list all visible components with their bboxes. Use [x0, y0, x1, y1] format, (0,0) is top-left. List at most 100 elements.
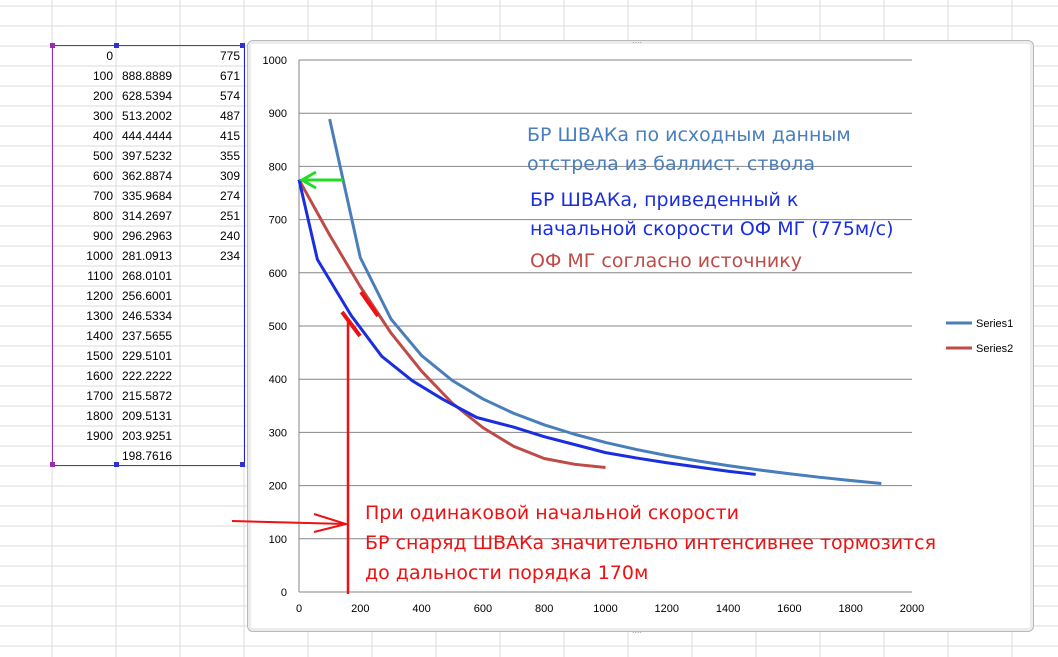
annotation-source-line1: БР ШВАКа по исходным данным	[527, 124, 851, 146]
sheet-row: 600 362.8874 309	[52, 166, 243, 186]
annotation-reduced-line2: начальной скорости ОФ МГ (775м/с)	[530, 218, 894, 240]
sheet-row: 1700 215.5872	[52, 386, 243, 406]
sheet-cell-a[interactable]: 1400	[86, 329, 113, 343]
sheet-cell-b[interactable]: 513.2002	[122, 109, 173, 123]
sheet-cell-a[interactable]: 1100	[87, 269, 113, 283]
y-tick-labels: 0 100 200 300 400 500 600 700 800 900 1000	[263, 55, 287, 599]
y-tick-label: 0	[281, 587, 287, 599]
sheet-cell-b[interactable]: 215.5872	[122, 389, 173, 403]
sheet-cell-c[interactable]: 775	[219, 49, 240, 63]
sheet-cell-c[interactable]: 415	[219, 129, 240, 143]
sheet-cell-b[interactable]: 628.5394	[122, 89, 173, 103]
annotation-marks	[231, 170, 380, 594]
series-lines	[297, 118, 882, 486]
annotation-note-line2: БР снаряд ШВАКа значительно интенсивнее …	[365, 532, 936, 554]
sheet-row: 200 628.5394 574	[52, 86, 243, 106]
sheet-row: 1600 222.2222	[52, 366, 243, 386]
range-handle-bottom-right[interactable]	[240, 462, 245, 467]
chart-resize-handle[interactable]: ....	[632, 35, 642, 45]
chart-area-frame[interactable]	[247, 40, 1034, 632]
sheet-cell-a[interactable]: 1700	[86, 389, 113, 403]
sheet-cell-a[interactable]: 200	[92, 89, 113, 103]
sheet-cell-c[interactable]: 234	[219, 249, 240, 263]
sheet-cell-a[interactable]: 600	[92, 169, 113, 183]
sheet-cell-c[interactable]: 574	[219, 89, 240, 103]
sheet-cell-b[interactable]: 222.2222	[122, 369, 173, 383]
legend-label-series2: Series2	[976, 343, 1013, 355]
range-handle-top-left[interactable]	[50, 43, 55, 48]
x-tick-labels: 0 200 400 600 800 1000 1200 1400 1600 1800 2000	[296, 603, 924, 615]
sheet-cell-a[interactable]: 800	[92, 209, 113, 223]
series-line-1[interactable]	[328, 118, 882, 486]
sheet-cell-a[interactable]: 500	[92, 149, 113, 163]
x-tick-label: 0	[296, 603, 302, 615]
sheet-cell-b[interactable]: 888.8889	[122, 69, 173, 83]
sheet-cell-b[interactable]: 296.2963	[122, 229, 173, 243]
y-tick-label: 600	[269, 268, 287, 280]
axes	[298, 60, 912, 593]
sheet-cell-a[interactable]: 1600	[86, 369, 113, 383]
range-handle-bottom-mid[interactable]	[114, 462, 119, 467]
sheet-cell-b[interactable]: 256.6001	[122, 289, 173, 303]
sheet-row: 1100 268.0101	[52, 266, 243, 286]
sheet-cell-b[interactable]: 209.5131	[122, 409, 173, 423]
gridlines	[299, 59, 912, 540]
sheet-cell-a[interactable]: 1200	[86, 289, 113, 303]
x-tick-label: 600	[474, 603, 492, 615]
sheet-cell-c[interactable]: 251	[219, 209, 240, 223]
sheet-cell-c[interactable]: 355	[219, 149, 240, 163]
sheet-cell-c[interactable]: 671	[219, 69, 240, 83]
sheet-cell-a[interactable]: 1500	[86, 349, 113, 363]
red-pointer-arrow-head	[313, 513, 350, 533]
range-handle-top-mid[interactable]	[114, 43, 119, 48]
chart-legend: Series1 Series2	[946, 318, 1013, 355]
sheet-cell-b[interactable]: 203.9251	[122, 429, 173, 443]
sheet-cell-c[interactable]: 309	[219, 169, 240, 183]
sheet-cell-a[interactable]: 700	[92, 189, 113, 203]
sheet-cell-b[interactable]: 281.0913	[122, 249, 173, 263]
sheet-cell-c[interactable]: 274	[219, 189, 240, 203]
sheet-cell-b[interactable]: 362.8874	[122, 169, 173, 183]
sheet-cell-b[interactable]: 444.4444	[122, 129, 173, 143]
y-tick-label: 200	[269, 481, 287, 493]
sheet-cell-c[interactable]: 487	[219, 109, 240, 123]
x-tick-label: 1600	[777, 603, 801, 615]
chart-resize-handle[interactable]: ....	[632, 625, 642, 635]
sheet-cell-b[interactable]: 314.2697	[122, 209, 173, 223]
x-tick-label: 1400	[716, 603, 740, 615]
sheet-row: 1000 281.0913 234	[52, 246, 243, 266]
sheet-cell-a[interactable]: 300	[92, 109, 113, 123]
sheet-cell-b[interactable]: 237.5655	[122, 329, 173, 343]
sheet-cell-b[interactable]: 335.9684	[122, 189, 173, 203]
sheet-row: 100 888.8889 671	[52, 66, 243, 86]
sheet-row: 400 444.4444 415	[52, 126, 243, 146]
sheet-cell-c[interactable]: 240	[219, 229, 240, 243]
annotation-note-line3: до дальности порядка 170м	[365, 562, 648, 584]
sheet-cell-a[interactable]: 1000	[86, 249, 113, 263]
sheet-row: 800 314.2697 251	[52, 206, 243, 226]
sheet-cell-b[interactable]: 229.5101	[122, 349, 173, 363]
sheet-cell-b[interactable]: 198.7616	[122, 449, 173, 463]
sheet-cell-a[interactable]: 100	[92, 69, 113, 83]
sheet-cell-a[interactable]: 900	[92, 229, 113, 243]
red-tick-red-curve	[359, 290, 380, 318]
sheet-cell-a[interactable]: 1300	[86, 309, 113, 323]
sheet-row: 1200 256.6001	[52, 286, 243, 306]
x-tick-label: 400	[412, 603, 430, 615]
sheet-cell-a[interactable]: 1800	[86, 409, 113, 423]
sheet-cell-a[interactable]: 1900	[86, 429, 113, 443]
sheet-cell-b[interactable]: 268.0101	[122, 269, 173, 283]
sheet-cell-b[interactable]: 397.5232	[122, 149, 173, 163]
range-handle-bottom-left[interactable]	[50, 462, 55, 467]
sheet-row: 700 335.9684 274	[52, 186, 243, 206]
sheet-cell-b[interactable]: 246.5334	[122, 309, 173, 323]
sheet-cell-a[interactable]: 400	[92, 129, 113, 143]
sheet-row: 198.7616	[52, 446, 243, 466]
x-tick-label: 2000	[900, 603, 924, 615]
x-tick-label: 1800	[838, 603, 862, 615]
sheet-cell-a[interactable]: 0	[106, 49, 113, 63]
x-tick-label: 1200	[655, 603, 679, 615]
range-handle-top-right[interactable]	[240, 43, 245, 48]
red-pointer-arrow-shaft	[231, 520, 347, 525]
y-tick-label: 700	[269, 215, 287, 227]
